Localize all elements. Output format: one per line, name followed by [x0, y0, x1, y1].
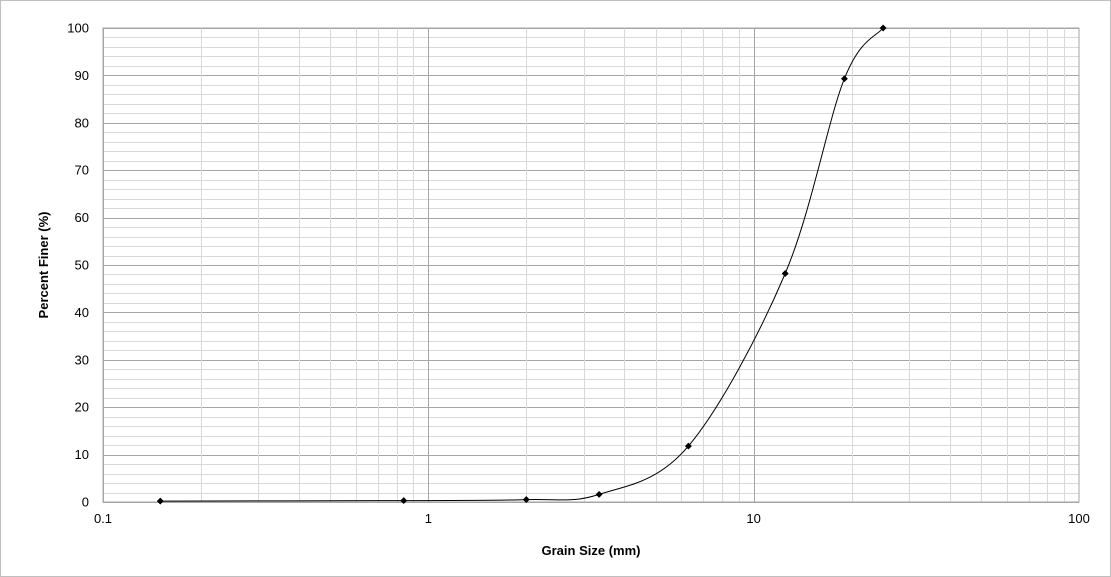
- y-tick-label: 70: [75, 163, 89, 178]
- plot-area-border: [102, 27, 1080, 503]
- y-tick-label: 20: [75, 400, 89, 415]
- data-point-marker: [684, 442, 692, 450]
- data-point-marker: [156, 497, 164, 505]
- x-tick-label: 1: [425, 511, 432, 526]
- tick-labels: 0 10 20 30 40 50 60 70 80 90 100 0.1 1 10 100: [67, 21, 1090, 527]
- grid: [103, 28, 1079, 503]
- y-tick-label: 40: [75, 305, 89, 320]
- data-point-marker: [595, 490, 603, 498]
- y-axis-title: Percent Finer (%): [36, 212, 51, 319]
- y-tick-label: 0: [82, 495, 89, 510]
- y-tick-label: 50: [75, 258, 89, 273]
- y-tick-label: 80: [75, 115, 89, 130]
- data-markers: [156, 24, 887, 505]
- y-tick-label: 100: [67, 21, 89, 36]
- x-axis-title: Grain Size (mm): [542, 543, 641, 558]
- data-point-marker: [879, 24, 887, 32]
- y-tick-label: 30: [75, 352, 89, 367]
- data-point-marker: [840, 75, 848, 83]
- y-tick-label: 60: [75, 210, 89, 225]
- data-point-marker: [400, 497, 408, 505]
- data-point-marker: [522, 496, 530, 504]
- data-point-marker: [781, 269, 789, 278]
- y-tick-label: 90: [75, 68, 89, 83]
- y-tick-label: 10: [75, 447, 89, 462]
- x-tick-label: 10: [746, 511, 760, 526]
- x-tick-label: 0.1: [94, 511, 112, 526]
- x-tick-label: 100: [1068, 511, 1090, 526]
